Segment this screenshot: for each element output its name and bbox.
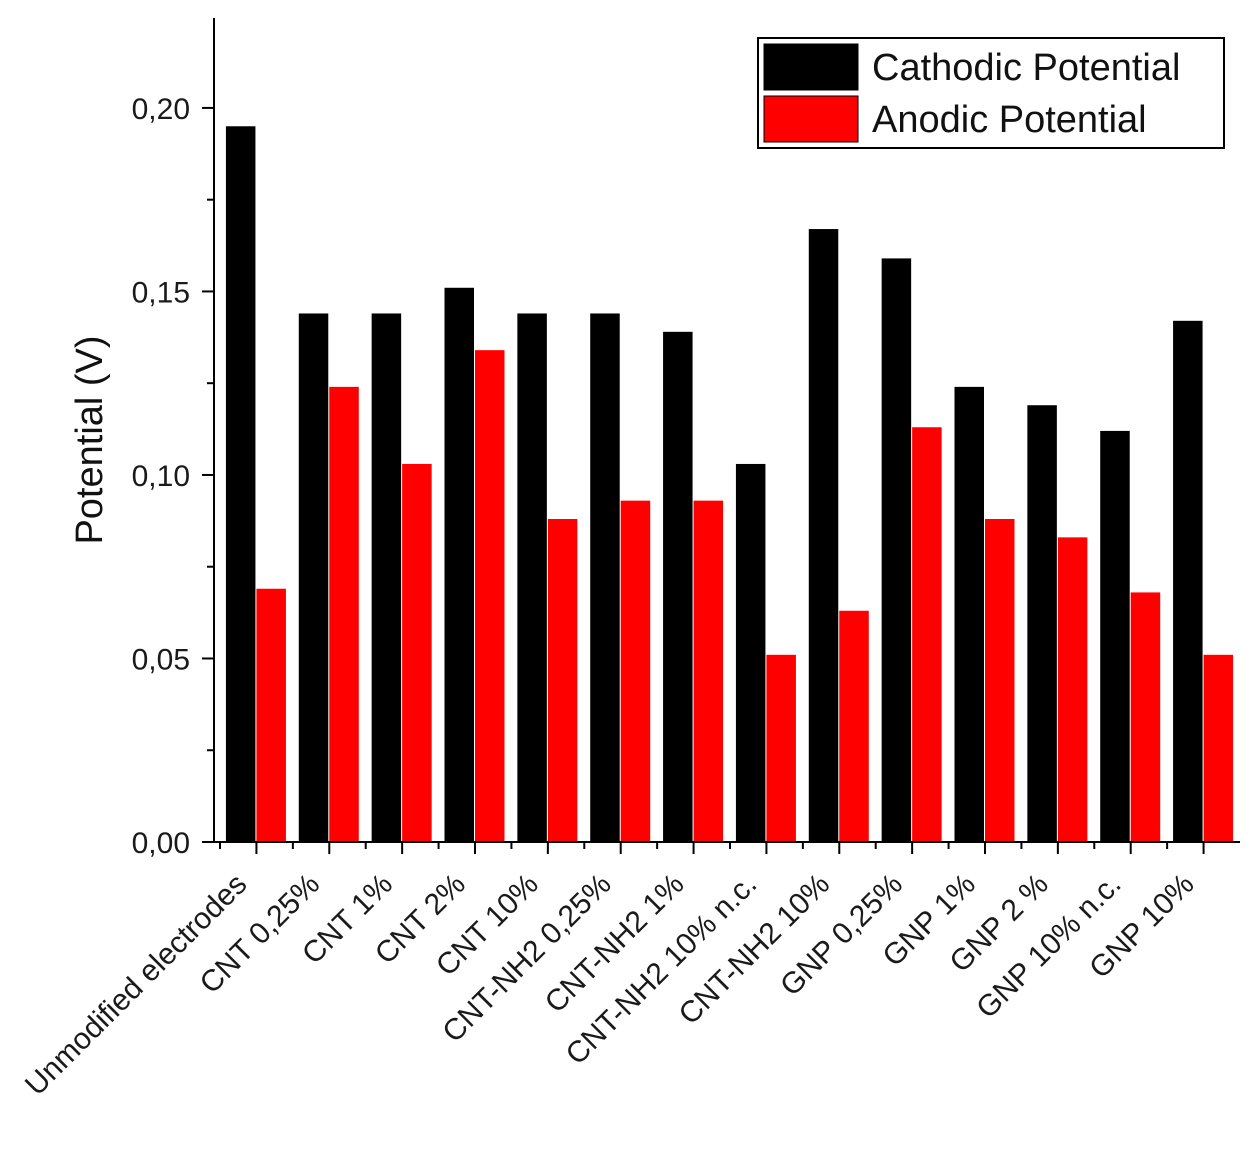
anodic-bar — [1057, 537, 1088, 842]
anodic-bar — [1203, 654, 1234, 842]
cathodic-bar — [444, 287, 474, 842]
legend-swatch — [763, 95, 859, 143]
anodic-bar — [912, 427, 942, 842]
cathodic-bar — [590, 313, 620, 843]
cathodic-bar — [1027, 405, 1057, 842]
cathodic-bar — [517, 313, 547, 843]
cathodic-bar — [663, 331, 693, 842]
y-tick-label: 0,15 — [132, 276, 190, 309]
y-ticks-layer: 0,00 0,05 0,10 0,15 0,20 — [132, 93, 214, 860]
y-axis-title: Potential (V) — [69, 335, 111, 544]
axes-layer — [213, 18, 1240, 843]
y-tick-label: 0,00 — [132, 827, 190, 860]
anodic-bar — [839, 610, 869, 842]
cathodic-bar — [881, 258, 912, 842]
anodic-bar — [766, 654, 796, 842]
cathodic-bar — [735, 463, 766, 842]
anodic-bar — [547, 519, 578, 842]
anodic-bar — [693, 500, 724, 842]
y-tick-label: 0,20 — [132, 93, 190, 126]
bars-layer — [225, 126, 1234, 843]
legend-label: Anodic Potential — [872, 99, 1147, 141]
cathodic-bar — [954, 386, 984, 842]
y-tick-label: 0,05 — [132, 643, 190, 676]
y-tick-label: 0,10 — [132, 460, 190, 493]
anodic-bar — [620, 500, 651, 842]
cathodic-bar — [1100, 430, 1130, 842]
anodic-bar — [256, 588, 286, 842]
anodic-bar — [1130, 592, 1161, 842]
anodic-bar — [329, 386, 359, 842]
cathodic-bar — [225, 126, 256, 842]
cathodic-bar — [808, 229, 839, 843]
anodic-bar — [402, 463, 432, 842]
legend-label: Cathodic Potential — [872, 47, 1180, 89]
cathodic-bar — [371, 313, 402, 843]
legend: Cathodic Potential Anodic Potential — [757, 37, 1225, 149]
anodic-bar — [475, 350, 505, 842]
cathodic-bar — [1173, 320, 1203, 842]
cathodic-bar — [298, 313, 329, 843]
anodic-bar — [985, 519, 1015, 842]
legend-swatch — [763, 43, 859, 91]
